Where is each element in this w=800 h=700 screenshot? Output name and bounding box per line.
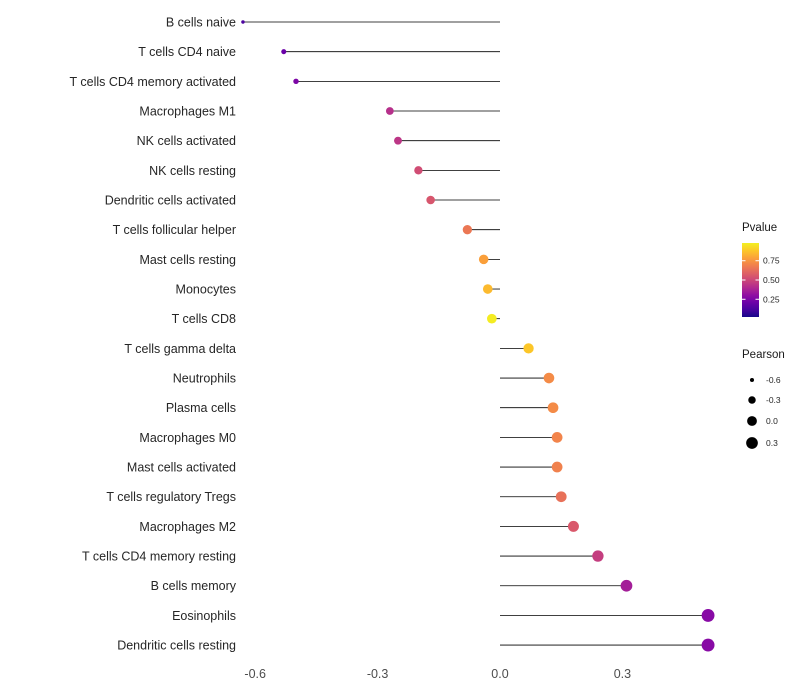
category-label: Monocytes	[176, 283, 236, 297]
pearson-size-label: 0.3	[766, 438, 778, 448]
pearson-size-label: 0.0	[766, 416, 778, 426]
category-label: T cells CD4 memory activated	[70, 75, 237, 89]
pvalue-tick-label: 0.25	[763, 294, 780, 304]
pearson-size-label: -0.6	[766, 375, 781, 385]
pearson-size-dot	[746, 437, 758, 449]
x-axis-tick-label: 0.0	[491, 667, 508, 681]
category-label: Dendritic cells resting	[117, 639, 236, 653]
lollipop-point	[555, 491, 567, 503]
category-label: T cells regulatory Tregs	[106, 490, 236, 504]
pearson-size-label: -0.3	[766, 395, 781, 405]
category-label: Plasma cells	[166, 401, 236, 415]
category-label: Neutrophils	[173, 372, 236, 386]
lollipop-point	[620, 579, 633, 592]
pearson-size-dot	[749, 377, 755, 383]
category-label: Mast cells activated	[127, 461, 236, 475]
lollipop-point	[385, 107, 394, 115]
lollipop-point	[487, 313, 497, 324]
x-axis-tick-label: -0.6	[244, 667, 266, 681]
category-label: B cells memory	[151, 579, 237, 593]
lollipop-point	[701, 638, 715, 652]
category-label: Macrophages M1	[139, 105, 236, 119]
lollipop-point	[543, 372, 555, 384]
lollipop-point	[462, 225, 472, 235]
category-label: Macrophages M0	[139, 431, 236, 445]
pearson-legend-title: Pearson	[742, 349, 785, 361]
x-axis-tick-label: -0.3	[367, 667, 389, 681]
pvalue-legend-title: Pvalue	[742, 222, 778, 234]
category-label: Eosinophils	[172, 609, 236, 623]
category-label: NK cells activated	[137, 134, 236, 148]
lollipop-point	[293, 78, 299, 85]
pvalue-colorbar	[742, 243, 759, 317]
category-label: T cells CD8	[172, 312, 236, 326]
category-label: B cells naive	[166, 16, 236, 30]
lollipop-point	[551, 432, 563, 443]
category-label: T cells follicular helper	[113, 223, 236, 237]
category-label: Macrophages M2	[139, 520, 236, 534]
lollipop-point	[478, 254, 489, 265]
x-axis-tick-label: 0.3	[614, 667, 631, 681]
lollipop-point	[281, 49, 287, 55]
lollipop-point	[241, 20, 245, 24]
lollipop-point	[523, 343, 534, 354]
category-label: Dendritic cells activated	[105, 194, 236, 208]
lollipop-point	[592, 550, 604, 562]
lollipop-point	[394, 136, 402, 145]
category-label: T cells CD4 memory resting	[82, 550, 236, 564]
lollipop-point	[701, 608, 715, 622]
category-label: NK cells resting	[149, 164, 236, 178]
category-label: T cells CD4 naive	[138, 45, 236, 59]
category-label: Mast cells resting	[139, 253, 236, 267]
pvalue-tick-label: 0.50	[763, 275, 780, 285]
lollipop-point	[547, 402, 559, 414]
pearson-size-dot	[748, 396, 756, 404]
lollipop-point	[426, 195, 435, 205]
lollipop-point	[482, 284, 493, 294]
lollipop-point	[414, 166, 423, 175]
pvalue-tick-label: 0.75	[763, 256, 780, 266]
lollipop-point	[567, 520, 579, 532]
lollipop-point	[551, 461, 563, 473]
pearson-size-dot	[747, 416, 757, 426]
category-label: T cells gamma delta	[124, 342, 236, 356]
